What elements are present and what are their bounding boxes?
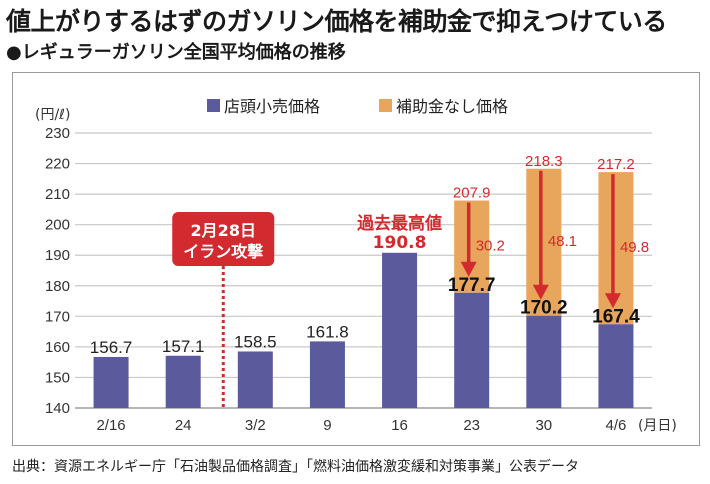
record-high-value: 190.8 <box>373 233 427 253</box>
legend: 店頭小売価格 補助金なし価格 <box>207 97 508 116</box>
event-callout-date: 2月28日 <box>191 221 256 240</box>
y-tick-label: 150 <box>45 369 70 386</box>
no-subsidy-value-label: 217.2 <box>597 156 635 173</box>
event-callout-text: イラン攻撃 <box>183 242 263 261</box>
no-subsidy-value-label: 218.3 <box>525 153 563 170</box>
retail-value-label: 156.7 <box>90 338 133 357</box>
y-tick-label: 160 <box>45 339 70 356</box>
bar-retail <box>309 341 345 408</box>
source-note: 出典：資源エネルギー庁「石油製品価格調査」「燃料油価格激変緩和対策事業」公表デー… <box>12 459 579 475</box>
event-marker: 2月28日 イラン攻撃 <box>172 212 275 408</box>
x-tick-label: 16 <box>391 417 408 434</box>
y-tick-label: 230 <box>45 125 70 142</box>
y-tick-label: 170 <box>45 308 70 325</box>
chart-frame <box>12 72 700 446</box>
retail-value-label: 177.7 <box>448 275 496 296</box>
x-axis-unit-label: (月日) <box>638 418 677 434</box>
retail-value-label: 157.1 <box>162 337 205 356</box>
y-tick-label: 140 <box>45 400 70 417</box>
y-tick-label: 220 <box>45 156 70 173</box>
x-tick-label: 23 <box>463 417 480 434</box>
bar-retail <box>382 252 418 408</box>
chart-subtitle: ●レギュラーガソリン全国平均価格の推移 <box>6 42 346 63</box>
retail-value-label: 158.5 <box>234 332 277 351</box>
bar-retail <box>93 356 129 408</box>
subsidy-arrow-head <box>532 284 549 300</box>
x-tick-label: 30 <box>535 417 552 434</box>
x-tick-label: 2/16 <box>96 417 125 434</box>
bar-retail <box>165 355 201 408</box>
subsidy-amount-label: 30.2 <box>476 238 505 255</box>
subsidy-arrow-head <box>604 293 621 309</box>
subsidy-arrow-head <box>460 261 477 277</box>
retail-value-label: 161.8 <box>306 322 349 341</box>
y-tick-label: 190 <box>45 247 70 264</box>
bar-retail <box>454 292 490 408</box>
x-tick-label: 3/2 <box>245 417 266 434</box>
x-tick-label: 4/6 <box>606 417 627 434</box>
retail-value-label: 167.4 <box>592 306 640 327</box>
retail-value-label: 170.2 <box>520 298 568 319</box>
y-tick-label: 200 <box>45 217 70 234</box>
no-subsidy-value-label: 207.9 <box>453 185 491 202</box>
subsidy-amount-label: 49.8 <box>620 239 649 256</box>
chart-title: 値上がりするはずのガソリン価格を補助金で抑えつけている <box>6 7 667 36</box>
event-callout-box <box>172 212 275 266</box>
legend-swatch-retail <box>207 99 220 112</box>
legend-label-subsidy: 補助金なし価格 <box>396 97 508 116</box>
x-tick-label: 24 <box>175 417 192 434</box>
bar-retail <box>526 315 562 408</box>
legend-swatch-subsidy <box>379 99 392 112</box>
y-axis-unit-label: (円/ℓ) <box>35 107 70 123</box>
record-high-label: 過去最高値 <box>357 213 442 234</box>
y-tick-label: 180 <box>45 278 70 295</box>
subsidy-amount-label: 48.1 <box>548 233 577 250</box>
legend-label-retail: 店頭小売価格 <box>224 97 320 116</box>
y-tick-label: 210 <box>45 186 70 203</box>
bar-subsidy <box>454 200 490 293</box>
bar-retail <box>237 351 273 408</box>
x-tick-label: 9 <box>323 417 331 434</box>
bar-retail <box>598 324 634 408</box>
